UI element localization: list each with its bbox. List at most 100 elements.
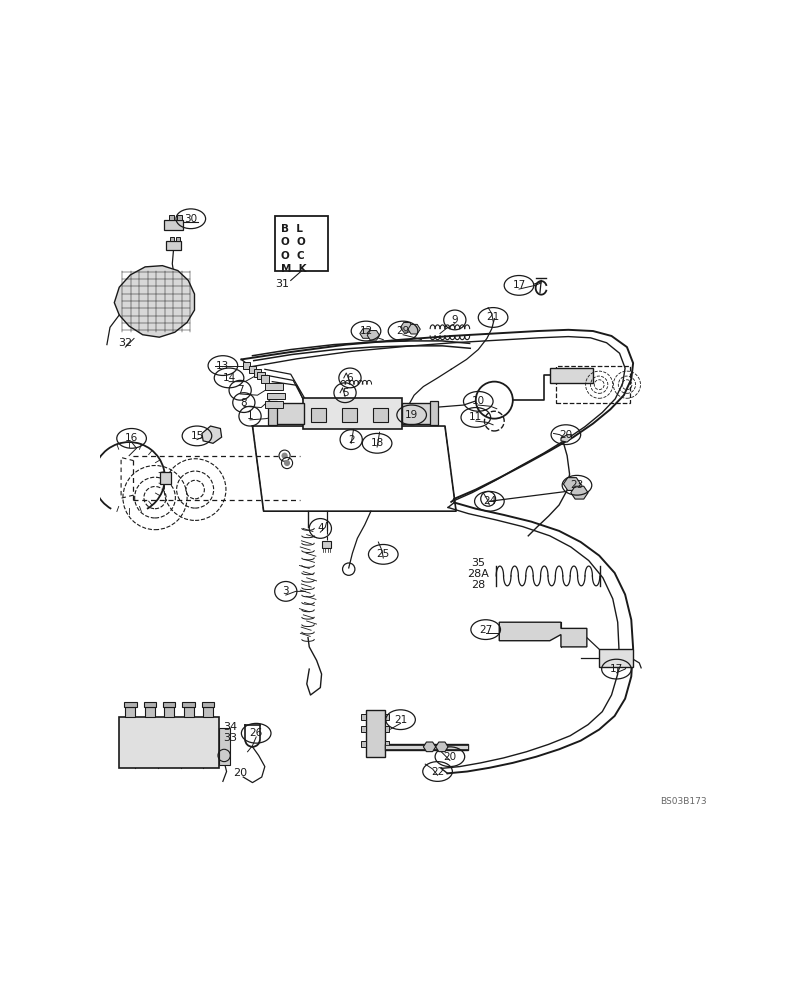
Text: 29: 29 (396, 326, 410, 336)
Text: 12: 12 (359, 326, 373, 336)
Polygon shape (561, 435, 572, 442)
Bar (384, 741, 389, 747)
Bar (384, 726, 389, 732)
Text: 6: 6 (346, 373, 353, 383)
Polygon shape (408, 324, 420, 334)
Polygon shape (115, 266, 194, 337)
Bar (384, 745, 468, 749)
Bar (268, 401, 276, 425)
Text: 18: 18 (370, 438, 384, 448)
Polygon shape (400, 323, 413, 332)
Bar (267, 393, 285, 399)
Circle shape (284, 460, 290, 466)
Text: 13: 13 (217, 361, 229, 371)
Text: 15: 15 (190, 431, 204, 441)
Text: 22: 22 (431, 767, 444, 777)
Text: 21: 21 (486, 312, 500, 322)
Bar (124, 702, 137, 707)
Text: 8: 8 (240, 398, 248, 408)
Text: 16: 16 (125, 433, 139, 443)
Bar (219, 728, 230, 765)
Text: 30: 30 (184, 214, 197, 224)
Bar (145, 707, 154, 717)
Bar (164, 220, 183, 230)
Bar (164, 707, 174, 717)
Bar (275, 403, 304, 424)
Text: O  O: O O (282, 237, 306, 247)
Text: 32: 32 (119, 338, 132, 348)
Text: O  C: O C (282, 251, 305, 261)
Text: 2: 2 (348, 435, 354, 445)
Bar (342, 408, 357, 422)
Polygon shape (499, 622, 587, 647)
Bar (361, 714, 366, 720)
Polygon shape (423, 742, 435, 752)
Bar (430, 401, 438, 425)
Bar (402, 403, 431, 424)
Text: 19: 19 (405, 410, 418, 420)
Bar (163, 702, 175, 707)
Bar (119, 717, 219, 768)
Text: 10: 10 (472, 396, 485, 406)
Bar (361, 741, 366, 747)
Bar (599, 649, 633, 667)
Text: 27: 27 (479, 625, 492, 635)
Text: 20: 20 (560, 430, 572, 440)
Text: 33: 33 (224, 733, 237, 743)
Text: 11: 11 (469, 412, 482, 422)
Text: 1: 1 (247, 411, 253, 421)
Bar (249, 366, 256, 373)
Bar (176, 237, 180, 241)
Bar (170, 237, 174, 241)
Text: 17: 17 (610, 664, 623, 674)
Text: 21: 21 (394, 715, 408, 725)
Text: 5: 5 (341, 388, 349, 398)
Text: 7: 7 (237, 385, 244, 395)
Text: 20: 20 (233, 768, 248, 778)
Text: B  L: B L (282, 224, 303, 234)
Bar (366, 710, 384, 757)
Bar (178, 215, 182, 220)
Bar (202, 702, 214, 707)
Bar (203, 707, 213, 717)
Bar (303, 398, 402, 429)
Bar (184, 707, 193, 717)
Bar (361, 726, 366, 732)
Polygon shape (202, 426, 221, 443)
Text: 14: 14 (222, 373, 236, 383)
Text: 3: 3 (283, 586, 289, 596)
Polygon shape (564, 478, 581, 490)
Text: 28A: 28A (467, 569, 490, 579)
Bar (166, 241, 181, 250)
Polygon shape (367, 331, 380, 340)
Polygon shape (571, 486, 588, 499)
Text: BS03B173: BS03B173 (661, 797, 707, 806)
Text: 28: 28 (471, 580, 486, 590)
Bar (384, 744, 468, 750)
Bar (257, 372, 265, 379)
Text: 17: 17 (513, 280, 525, 290)
Bar (243, 362, 250, 369)
Text: 9: 9 (451, 315, 458, 325)
Bar (373, 408, 388, 422)
Text: M  K: M K (282, 264, 307, 274)
Polygon shape (435, 742, 448, 752)
Bar (311, 408, 326, 422)
Bar (169, 215, 174, 220)
Bar (182, 702, 195, 707)
Text: 26: 26 (250, 728, 263, 738)
Bar (160, 472, 171, 484)
Text: 31: 31 (275, 279, 289, 289)
Text: 35: 35 (471, 558, 486, 568)
Bar (384, 714, 389, 720)
Bar (265, 401, 283, 408)
Text: 20: 20 (443, 752, 456, 762)
Bar (143, 702, 156, 707)
Bar (275, 216, 328, 271)
Bar (550, 368, 593, 383)
Circle shape (282, 453, 287, 459)
Bar (556, 366, 630, 403)
Bar (265, 383, 283, 390)
Bar (126, 707, 135, 717)
Text: 34: 34 (223, 722, 237, 732)
